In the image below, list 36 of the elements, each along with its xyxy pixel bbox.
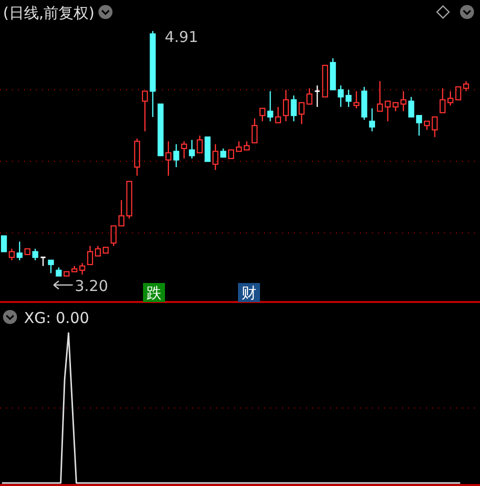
candlestick	[228, 149, 234, 160]
candlestick	[118, 199, 124, 226]
candlestick	[314, 84, 320, 108]
candlestick	[290, 94, 297, 122]
text: 跌	[146, 284, 162, 302]
candlestick	[361, 86, 368, 120]
candlestick	[173, 144, 180, 168]
candlestick	[244, 140, 250, 150]
candlestick	[158, 104, 164, 156]
candlestick	[150, 30, 156, 118]
candlestick	[204, 136, 211, 162]
candlestick	[0, 235, 7, 252]
chart-title: XG: 0.00	[24, 309, 90, 327]
candlestick	[322, 64, 328, 98]
annotation: 4.91	[164, 28, 198, 46]
candlestick	[298, 102, 305, 125]
candlestick	[376, 80, 383, 112]
candlestick	[165, 140, 172, 176]
candlestick	[102, 246, 109, 254]
candlestick	[24, 248, 30, 256]
candlestick	[416, 114, 422, 136]
candlestick	[79, 262, 86, 276]
text: 3.20	[74, 277, 108, 295]
chart-title: (日线,前复权)	[3, 4, 94, 22]
candlestick	[408, 96, 414, 118]
candlestick	[338, 84, 344, 108]
candlestick	[64, 271, 70, 277]
candlestick	[267, 90, 274, 122]
candlestick	[440, 88, 446, 114]
candlestick	[220, 148, 226, 158]
candlestick	[275, 106, 282, 124]
candlestick	[432, 116, 438, 138]
text: 财	[242, 284, 256, 302]
candlestick	[455, 86, 462, 100]
candlestick	[196, 134, 203, 154]
candlestick	[384, 100, 391, 122]
